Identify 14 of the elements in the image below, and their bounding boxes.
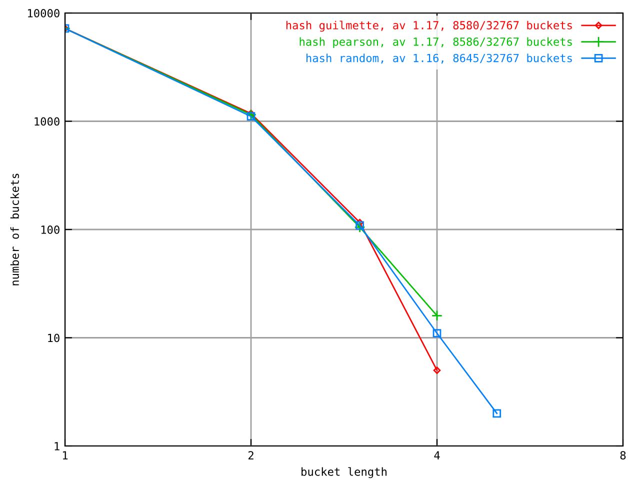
- x-tick-label: 8: [620, 451, 626, 460]
- x-tick-label: 2: [248, 451, 254, 460]
- x-tick-label: 1: [62, 451, 68, 460]
- x-axis-title: bucket length: [302, 467, 386, 478]
- legend-label: hash guilmette, av 1.17, 8580/32767 buckets: [286, 20, 572, 32]
- y-tick-label: 10: [48, 334, 60, 342]
- legend-label: hash random, av 1.16, 8645/32767 buckets: [306, 54, 572, 64]
- x-tick-label: 4: [434, 451, 440, 460]
- y-tick-label: 10000: [28, 9, 60, 18]
- y-tick-label: 100: [41, 226, 60, 234]
- y-axis-title: number of buckets: [10, 174, 19, 286]
- legend-label: hash pearson, av 1.17, 8586/32767 buckets: [300, 37, 572, 48]
- y-tick-label: 1: [54, 442, 60, 450]
- y-tick-label: 1000: [34, 117, 60, 126]
